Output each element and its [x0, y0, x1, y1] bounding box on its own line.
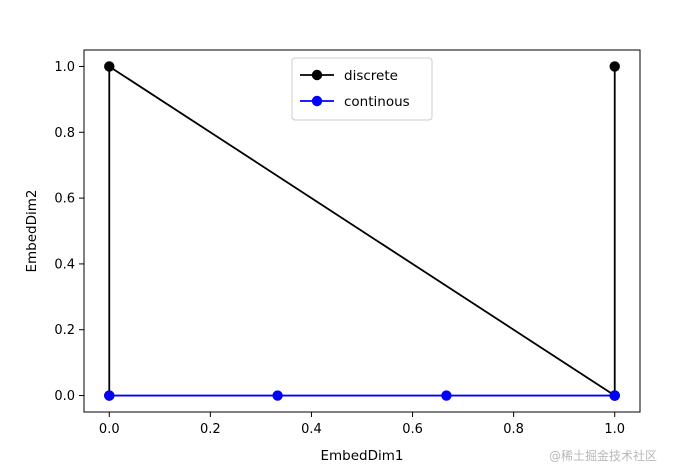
- y-tick-label: 0.0: [54, 389, 75, 404]
- x-tick-label: 0.4: [301, 422, 322, 437]
- data-point-continous: [104, 390, 115, 401]
- data-point-discrete: [609, 61, 620, 72]
- data-point-discrete: [104, 61, 115, 72]
- y-axis-label: EmbedDim2: [24, 189, 40, 272]
- x-tick-label: 0.8: [503, 422, 524, 437]
- watermark: @稀土掘金技术社区: [549, 448, 657, 463]
- x-tick-label: 1.0: [604, 422, 625, 437]
- y-tick-label: 0.6: [54, 192, 75, 207]
- data-point-continous: [272, 390, 283, 401]
- x-tick-label: 0.0: [99, 422, 120, 437]
- legend-label-discrete: discrete: [344, 68, 398, 84]
- plot-frame: [83, 49, 641, 413]
- legend-marker-continous: [311, 95, 323, 107]
- x-axis-label: EmbedDim1: [320, 448, 403, 464]
- x-tick-label: 0.2: [200, 422, 221, 437]
- y-tick-label: 0.4: [54, 257, 75, 272]
- legend-box: [291, 57, 433, 121]
- data-point-continous: [441, 390, 452, 401]
- x-tick-label: 0.6: [402, 422, 423, 437]
- y-axis-ticks: 0.0 0.2 0.4 0.6 0.8 1.0: [54, 60, 84, 404]
- legend-label-continous: continous: [344, 94, 410, 110]
- legend-marker-discrete: [311, 69, 323, 81]
- legend: discrete continous: [291, 57, 433, 121]
- series-layer: [104, 61, 620, 401]
- data-point-continous: [609, 390, 620, 401]
- y-tick-label: 1.0: [54, 60, 75, 75]
- x-axis-ticks: 0.0 0.2 0.4 0.6 0.8 1.0: [99, 412, 625, 437]
- y-tick-label: 0.8: [54, 126, 75, 141]
- y-tick-label: 0.2: [54, 323, 75, 338]
